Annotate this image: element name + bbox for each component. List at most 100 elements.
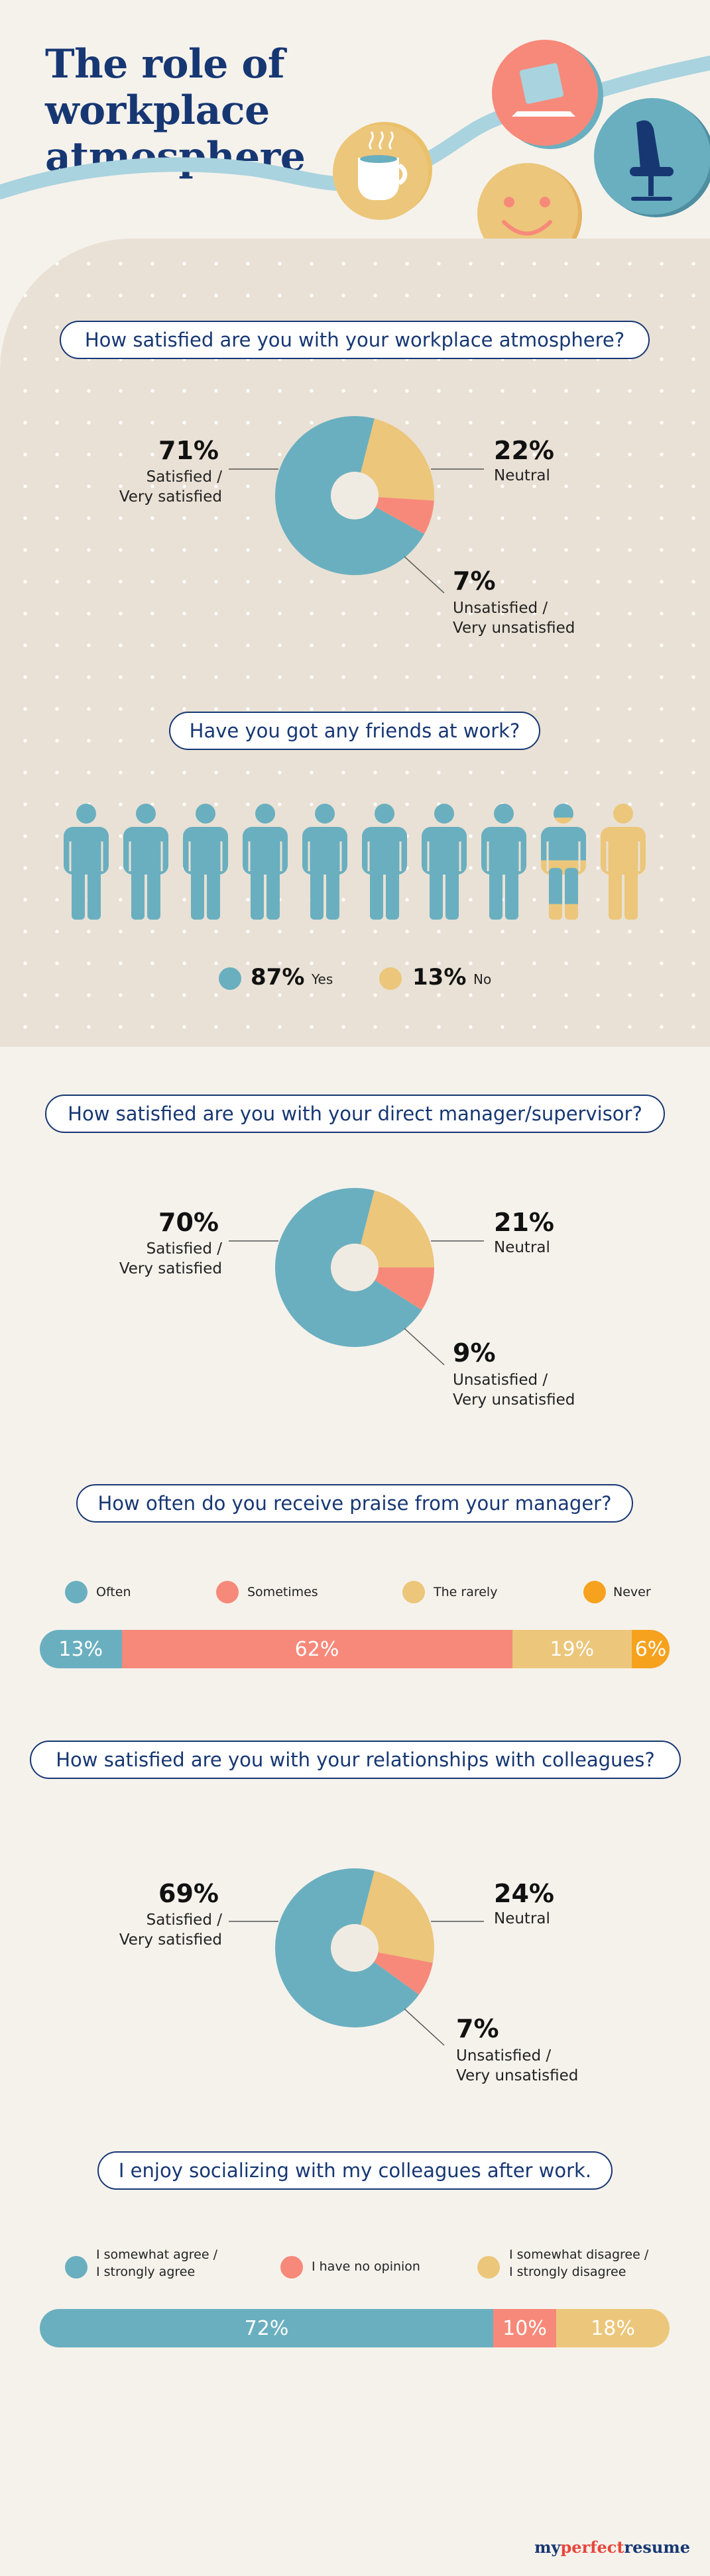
legend-disagree-dot [477,2256,500,2279]
q5-unsatisfied-label-1: Unsatisfied / [456,2047,552,2065]
smiley-face-icon [477,163,582,245]
q3-unsatisfied-pct: 9% [453,1338,496,1368]
q5-neutral-pct: 24% [494,1879,554,1908]
brand-part-3: resume [624,2538,690,2557]
bar-segment: 6% [632,1630,670,1668]
q5-unsatisfied-pct: 7% [456,2014,499,2043]
brand-logo: myperfectresume [534,2538,690,2557]
pie-chart-workplace-atmosphere [229,416,484,594]
q1-satisfied-label-2: Very satisfied [119,488,222,506]
person-icon [422,804,467,920]
q3-satisfied-label: Satisfied / Very satisfied [93,1239,222,1279]
person-icon [302,804,347,920]
q3-satisfied-pct: 70% [158,1208,219,1237]
q3-unsatisfied-label-2: Very unsatisfied [453,1391,575,1409]
brand-part-1: my [534,2538,561,2557]
legend-no-opinion-label: I have no opinion [312,2259,420,2274]
bar-segment: 10% [493,2309,556,2347]
bar-segment: 72% [40,2309,493,2347]
legend-sometimes-label: Sometimes [247,1585,318,1599]
q5-satisfied-label: Satisfied / Very satisfied [93,1910,222,1950]
question-relationships-colleagues: How satisfied are you with your relation… [30,1741,681,1779]
q1-satisfied-label: Satisfied / Very satisfied [93,467,222,507]
person-icon [243,804,288,920]
q3-neutral-label: Neutral [494,1239,550,1256]
stacked-bar-praise: 13% 62% 19% 6% [40,1630,670,1668]
q1-unsatisfied-label-2: Very unsatisfied [453,619,575,637]
person-icon [481,804,526,920]
question-direct-manager: How satisfied are you with your direct m… [45,1095,665,1133]
header-illustration [0,40,710,245]
question-socializing-after-work: I enjoy socializing with my colleagues a… [97,2151,613,2190]
coffee-cup-icon [333,122,432,220]
q3-satisfied-label-1: Satisfied / [146,1240,222,1258]
bar-segment: 18% [556,2309,670,2347]
legend-disagree-line-2: I strongly disagree [509,2265,626,2279]
legend-yes-dot [219,967,241,990]
donut-hole [331,472,379,519]
stacked-bar-socializing: 72% 10% 18% [40,2309,670,2347]
q2-no-pct: 13% [412,964,467,991]
legend-sometimes-dot [216,1581,239,1603]
q1-unsatisfied-pct: 7% [453,566,496,596]
legend-disagree-label: I somewhat disagree / I strongly disagree [509,2246,648,2281]
legend-agree-line-1: I somewhat agree / [96,2247,217,2262]
person-icon [123,804,168,920]
q2-yes-label: Yes [312,971,333,987]
leader-line-unsatisfied [404,2008,445,2046]
person-icon [541,804,586,920]
q2-no-label: No [473,971,492,987]
q5-unsatisfied-label: Unsatisfied / Very unsatisfied [456,2046,578,2086]
legend-rarely-label: The rarely [434,1585,498,1599]
legend-never-label: Never [613,1585,651,1599]
people-pictogram [64,804,646,920]
person-icon [183,804,228,920]
legend-rarely-dot [402,1581,425,1603]
office-chair-icon [594,98,710,217]
legend-often-label: Often [96,1585,131,1599]
leader-line-unsatisfied [404,556,445,594]
q2-yes-pct: 87% [251,964,305,991]
legend-no-opinion-dot [280,2256,303,2279]
title-line-1: The role of workplace [45,41,285,134]
q1-satisfied-pct: 71% [158,436,219,465]
legend-no-dot [379,967,402,990]
person-icon [601,804,646,920]
question-workplace-atmosphere: How satisfied are you with your workplac… [60,321,650,359]
q3-neutral-pct: 21% [494,1208,554,1237]
q1-unsatisfied-label-1: Unsatisfied / [453,600,548,617]
legend-agree-dot [65,2256,88,2279]
q1-neutral-pct: 22% [494,436,554,465]
q5-unsatisfied-label-2: Very unsatisfied [456,2067,579,2084]
pie-chart-direct-manager [229,1188,484,1366]
slice-neutral [355,418,434,501]
legend-often-dot [65,1581,88,1603]
q3-unsatisfied-label: Unsatisfied / Very unsatisfied [453,1370,575,1410]
q3-unsatisfied-label-1: Unsatisfied / [453,1371,548,1389]
q1-satisfied-label-1: Satisfied / [146,468,222,486]
bar-segment: 62% [121,1630,512,1668]
beige-section-background [0,239,710,1047]
question-friends-at-work: Have you got any friends at work? [169,712,540,750]
donut-hole [331,1924,379,1972]
pie-chart-relationships-colleagues [229,1868,484,2046]
legend-agree-line-2: I strongly agree [96,2265,196,2279]
person-icon [362,804,407,920]
slice-neutral [355,1190,434,1267]
q5-satisfied-pct: 69% [158,1879,219,1908]
bar-segment: 13% [40,1630,122,1668]
question-praise-from-manager: How often do you receive praise from you… [76,1484,633,1523]
legend-never-dot [583,1581,606,1603]
brand-part-2: perfect [560,2538,624,2557]
legend-disagree-line-1: I somewhat disagree / [509,2247,649,2262]
legend-agree-label: I somewhat agree / I strongly agree [96,2246,217,2281]
leader-line-unsatisfied [404,1328,445,1366]
laptop-icon [492,40,603,149]
q5-satisfied-label-2: Very satisfied [119,1931,222,1949]
q5-neutral-label: Neutral [494,1910,550,1927]
q3-satisfied-label-2: Very satisfied [119,1260,222,1277]
person-icon [64,804,109,920]
q5-satisfied-label-1: Satisfied / [146,1911,222,1929]
donut-hole [331,1244,379,1291]
q1-unsatisfied-label: Unsatisfied / Very unsatisfied [453,598,575,638]
